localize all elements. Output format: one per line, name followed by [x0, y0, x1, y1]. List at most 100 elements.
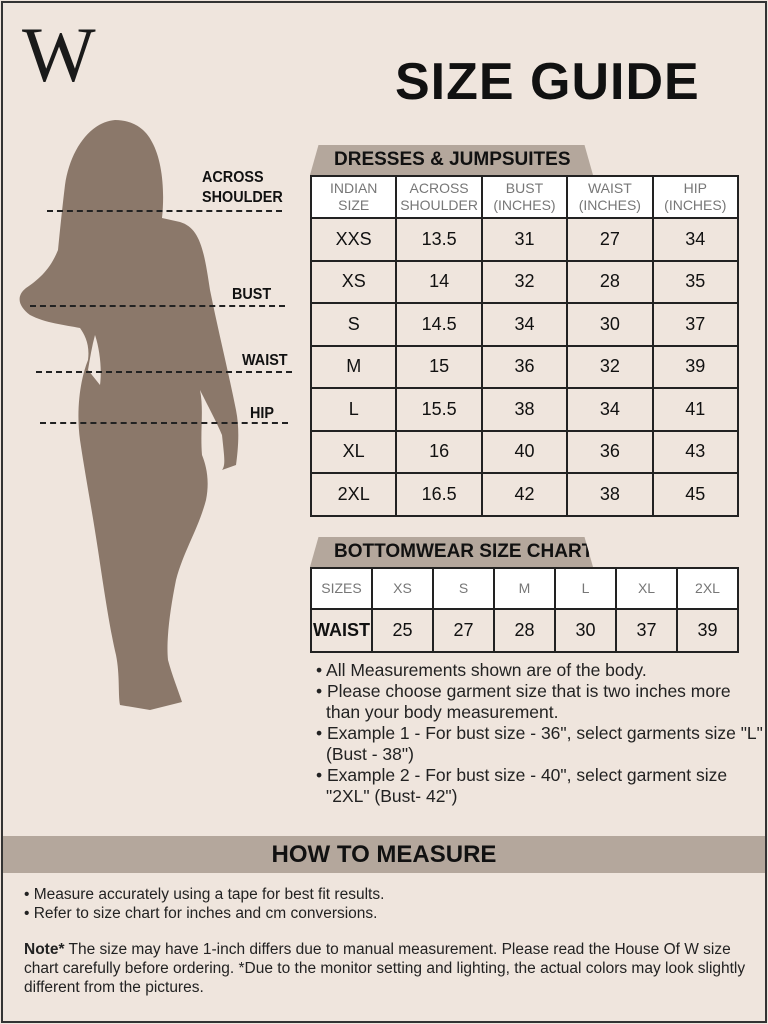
table-cell: 25: [371, 608, 434, 653]
across-shoulder-label: ACROSS SHOULDER: [202, 168, 283, 208]
table-cell: 15.5: [395, 387, 483, 432]
table-cell: 16.5: [395, 472, 483, 517]
table-cell: 45: [651, 472, 740, 517]
note-item: • All Measurements shown are of the body…: [316, 660, 647, 680]
bottomwear-size-table: SIZES XS S M L XL 2XL WAIST 25 27 28 30 37 39: [310, 567, 739, 653]
header-line: (INCHES): [664, 197, 727, 213]
waist-line: [36, 371, 292, 373]
column-header: M: [493, 567, 556, 610]
column-header: ACROSS SHOULDER: [395, 175, 483, 219]
table-cell: 32: [480, 259, 569, 304]
row-label: WAIST: [310, 608, 373, 653]
how-to-measure-list: • Measure accurately using a tape for be…: [24, 885, 384, 923]
table-row: XXS 13.5 31 27 34: [309, 217, 740, 262]
table-cell: 36: [480, 344, 569, 389]
dresses-size-table: INDIAN SIZE ACROSS SHOULDER BUST (INCHES) WAIS…: [309, 175, 740, 517]
table-cell: 34: [480, 302, 569, 347]
label-line: ACROSS: [202, 169, 264, 186]
header-line: WAIST: [587, 180, 632, 196]
size-cell: 2XL: [309, 472, 398, 517]
table-cell: 38: [480, 387, 569, 432]
header-line: HIP: [683, 180, 707, 196]
table-row: L 15.5 38 34 41: [309, 387, 740, 432]
column-header: BUST (INCHES): [480, 175, 569, 219]
table-row: XL 16 40 36 43: [309, 429, 740, 474]
table-cell: 27: [566, 217, 654, 262]
label-line: SHOULDER: [202, 189, 283, 206]
table-cell: 40: [480, 429, 569, 474]
header-line: SHOULDER: [400, 197, 478, 213]
waist-label: WAIST: [242, 352, 288, 369]
table-cell: 32: [566, 344, 654, 389]
table-header-row: INDIAN SIZE ACROSS SHOULDER BUST (INCHES) WAIS…: [309, 175, 740, 219]
table-cell: 39: [676, 608, 739, 653]
table-cell: 38: [566, 472, 654, 517]
size-cell: L: [309, 387, 398, 432]
bottomwear-tab: BOTTOMWEAR SIZE CHART: [310, 537, 593, 567]
column-header: XS: [371, 567, 434, 610]
table-cell: 34: [651, 217, 740, 262]
table-cell: 14.5: [395, 302, 483, 347]
table-cell: 34: [566, 387, 654, 432]
hip-line: [40, 422, 288, 424]
table-cell: 41: [651, 387, 740, 432]
brand-logo: W: [22, 11, 96, 98]
header-line: SIZE: [338, 197, 370, 213]
size-cell: M: [309, 344, 398, 389]
table-cell: 30: [566, 302, 654, 347]
dresses-tab: DRESSES & JUMPSUITES: [310, 145, 593, 175]
column-header: WAIST (INCHES): [566, 175, 654, 219]
table-row: 2XL 16.5 42 38 45: [309, 472, 740, 517]
note-item: • Example 1 - For bust size - 36", selec…: [316, 723, 763, 764]
header-line: BUST: [505, 180, 544, 196]
table-cell: 27: [432, 608, 495, 653]
measure-item: • Measure accurately using a tape for be…: [24, 886, 385, 903]
table-cell: 16: [395, 429, 483, 474]
table-row: S 14.5 34 30 37: [309, 302, 740, 347]
column-header: L: [554, 567, 617, 610]
table-row: XS 14 32 28 35: [309, 259, 740, 304]
column-header: SIZES: [310, 567, 373, 610]
column-header: INDIAN SIZE: [309, 175, 398, 219]
column-header: HIP (INCHES): [651, 175, 740, 219]
woman-silhouette: [19, 120, 239, 710]
size-cell: XL: [309, 429, 398, 474]
table-cell: 37: [615, 608, 678, 653]
header-line: INDIAN: [329, 180, 378, 196]
table-cell: 13.5: [395, 217, 483, 262]
size-cell: XXS: [309, 217, 398, 262]
page-title: SIZE GUIDE: [395, 53, 700, 111]
size-cell: XS: [309, 259, 398, 304]
table-cell: 30: [554, 608, 617, 653]
table-cell: 28: [493, 608, 556, 653]
bust-label: BUST: [232, 286, 272, 303]
table-cell: 35: [651, 259, 740, 304]
table-cell: 43: [651, 429, 740, 474]
table-cell: 14: [395, 259, 483, 304]
size-notes: • All Measurements shown are of the body…: [312, 660, 764, 807]
header-line: (INCHES): [493, 197, 556, 213]
table-cell: 37: [651, 302, 740, 347]
table-row: WAIST 25 27 28 30 37 39: [310, 608, 739, 653]
header-line: (INCHES): [578, 197, 641, 213]
shoulder-line: [47, 210, 282, 212]
table-header-row: SIZES XS S M L XL 2XL: [310, 567, 739, 610]
column-header: S: [432, 567, 495, 610]
how-to-measure-heading: HOW TO MEASURE: [3, 836, 765, 873]
note-item: • Example 2 - For bust size - 40", selec…: [316, 765, 728, 806]
table-cell: 28: [566, 259, 654, 304]
header-line: ACROSS: [409, 180, 469, 196]
hip-label: HIP: [250, 405, 275, 422]
table-cell: 31: [480, 217, 569, 262]
table-cell: 39: [651, 344, 740, 389]
column-header: XL: [615, 567, 678, 610]
table-cell: 15: [395, 344, 483, 389]
table-cell: 42: [480, 472, 569, 517]
note-text: The size may have 1-inch differs due to …: [24, 941, 746, 996]
measure-item: • Refer to size chart for inches and cm …: [24, 905, 378, 922]
disclaimer-note: Note* The size may have 1-inch differs d…: [24, 940, 754, 997]
table-row: M 15 36 32 39: [309, 344, 740, 389]
note-item: • Please choose garment size that is two…: [316, 681, 731, 722]
size-cell: S: [309, 302, 398, 347]
